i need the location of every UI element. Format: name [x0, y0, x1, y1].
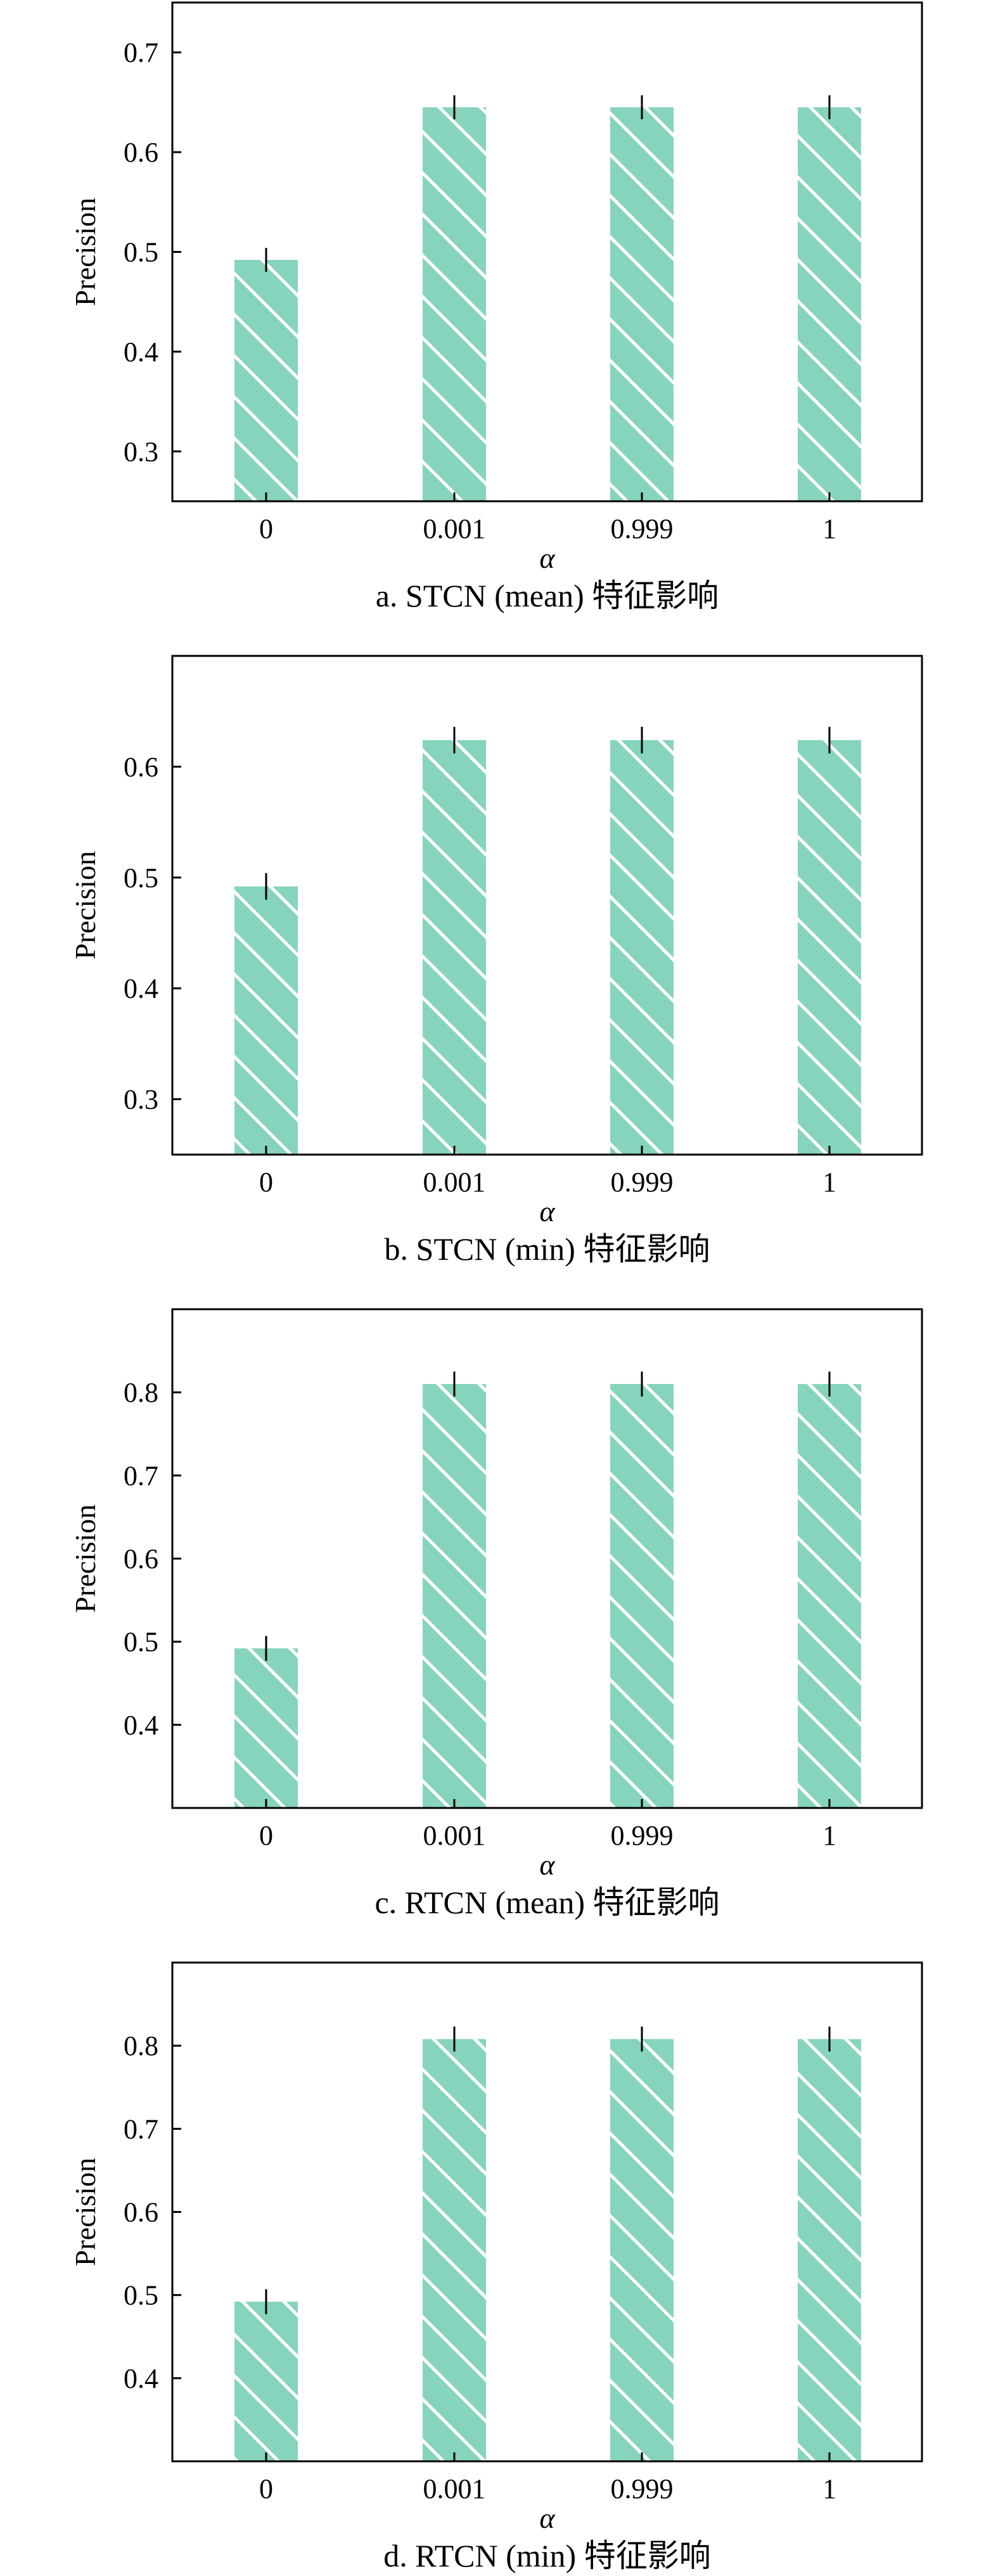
x-axis-label: α	[539, 1849, 555, 1881]
bar	[798, 740, 861, 1155]
bar	[798, 1384, 861, 1808]
x-tick-label: 0	[259, 2473, 273, 2504]
y-tick-label: 0.5	[124, 1627, 158, 1658]
x-axis-label: α	[539, 542, 555, 574]
x-tick-label: 0.999	[611, 2473, 674, 2504]
y-tick-label: 0.7	[124, 2113, 158, 2144]
x-axis-label: α	[539, 2502, 555, 2534]
y-tick-label: 0.4	[124, 2363, 158, 2394]
bar	[610, 1384, 674, 1808]
x-tick-label: 0.001	[423, 1820, 486, 1851]
y-tick-label: 0.4	[124, 973, 158, 1004]
x-tick-label: 0.999	[611, 1820, 674, 1851]
y-tick-label: 0.6	[124, 752, 158, 783]
x-axis-label: α	[539, 1195, 555, 1227]
x-tick-label: 0	[259, 1167, 273, 1198]
panel-caption: b. STCN (min) 特征影响	[385, 1231, 710, 1267]
y-axis-label: Precision	[69, 2158, 101, 2266]
y-axis-label: Precision	[69, 198, 101, 306]
y-tick-label: 0.3	[124, 436, 158, 467]
bar	[423, 1384, 486, 1808]
bar	[234, 260, 298, 501]
bar	[234, 2302, 298, 2461]
panel-caption: d. RTCN (min) 特征影响	[383, 2538, 710, 2573]
y-tick-label: 0.7	[124, 1460, 158, 1491]
y-tick-label: 0.4	[124, 1710, 158, 1741]
x-tick-label: 0.999	[611, 513, 674, 544]
y-tick-label: 0.5	[124, 237, 158, 268]
bar	[423, 740, 486, 1155]
y-tick-label: 0.6	[124, 2197, 158, 2228]
x-tick-label: 1	[822, 1820, 836, 1851]
y-axis-label: Precision	[69, 851, 101, 959]
bar	[234, 886, 298, 1155]
y-tick-label: 0.5	[124, 862, 158, 894]
bar	[423, 107, 486, 501]
x-tick-label: 0.001	[423, 513, 486, 544]
bar	[610, 107, 674, 501]
y-tick-label: 0.5	[124, 2280, 158, 2311]
bar	[610, 740, 674, 1155]
plot-frame	[171, 655, 923, 1156]
chart-panel: 0.4 0.5 0.6 0.7 0.8 0 0.001 0.999 1 Precision α d. …	[69, 1961, 923, 2573]
x-tick-label: 1	[822, 513, 836, 544]
y-tick-label: 0.6	[124, 137, 158, 168]
y-tick-label: 0.8	[124, 1377, 158, 1408]
bar	[234, 1648, 298, 1808]
x-tick-label: 1	[822, 2473, 836, 2504]
x-tick-label: 0	[259, 1820, 273, 1851]
chart-panel: 0.3 0.4 0.5 0.6 0.7 0 0.001 0.999 1 Precision α a. …	[69, 1, 923, 613]
y-tick-label: 0.3	[124, 1084, 158, 1115]
bar	[798, 107, 861, 501]
chart-panel: 0.3 0.4 0.5 0.6 0 0.001 0.999 1 Precision α b. STC…	[69, 655, 923, 1267]
x-tick-label: 0	[259, 513, 273, 544]
bar	[610, 2039, 674, 2461]
y-tick-label: 0.8	[124, 2030, 158, 2061]
bar	[798, 2039, 861, 2461]
panel-caption: c. RTCN (mean) 特征影响	[374, 1885, 719, 1920]
bar	[423, 2039, 486, 2461]
chart-panel: 0.4 0.5 0.6 0.7 0.8 0 0.001 0.999 1 Precision α c. …	[69, 1308, 923, 1920]
x-tick-label: 0.001	[423, 2473, 486, 2504]
y-tick-label: 0.7	[124, 37, 158, 68]
x-tick-label: 0.001	[423, 1167, 486, 1198]
y-tick-label: 0.6	[124, 1544, 158, 1575]
y-tick-label: 0.4	[124, 336, 158, 368]
x-tick-label: 0.999	[611, 1167, 674, 1198]
x-tick-label: 1	[822, 1167, 836, 1198]
y-axis-label: Precision	[69, 1504, 101, 1613]
panel-caption: a. STCN (mean) 特征影响	[376, 578, 719, 613]
